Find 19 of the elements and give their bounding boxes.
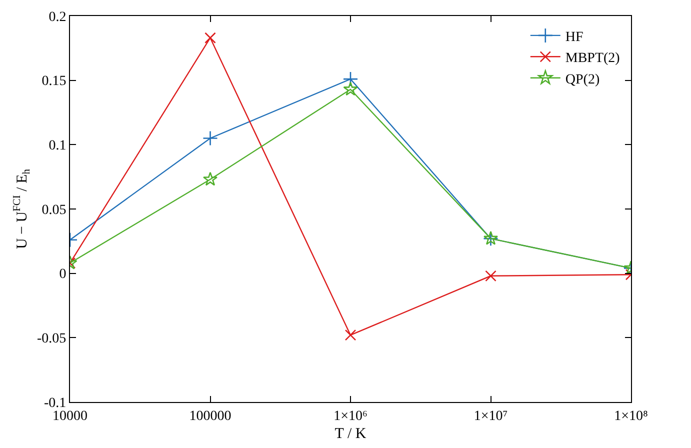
y-tick-label: -0.05 bbox=[37, 332, 66, 347]
x-tick-label: 1×10⁶ bbox=[334, 408, 368, 424]
legend-label: HF bbox=[565, 30, 584, 45]
y-tick-label: 0.1 bbox=[48, 138, 66, 154]
y-tick-label: -0.1 bbox=[44, 396, 66, 411]
x-tick-label: 1×10⁷ bbox=[474, 408, 508, 424]
x-tick-label: 1×10⁸ bbox=[614, 408, 648, 424]
y-tick-label: 0.15 bbox=[42, 74, 66, 90]
x-tick-label: 10000 bbox=[52, 408, 88, 424]
x-tick-label: 100000 bbox=[189, 408, 232, 424]
y-tick-label: 0.2 bbox=[48, 10, 66, 25]
point bbox=[342, 71, 358, 87]
y-tick-label: 0 bbox=[59, 267, 66, 282]
legend-label: QP(2) bbox=[565, 72, 600, 88]
y-tick-label: 0.05 bbox=[42, 202, 66, 218]
point bbox=[343, 82, 358, 96]
x-axis-title: T / K bbox=[334, 426, 366, 442]
point bbox=[344, 329, 356, 341]
legend-label: MBPT(2) bbox=[565, 51, 620, 66]
